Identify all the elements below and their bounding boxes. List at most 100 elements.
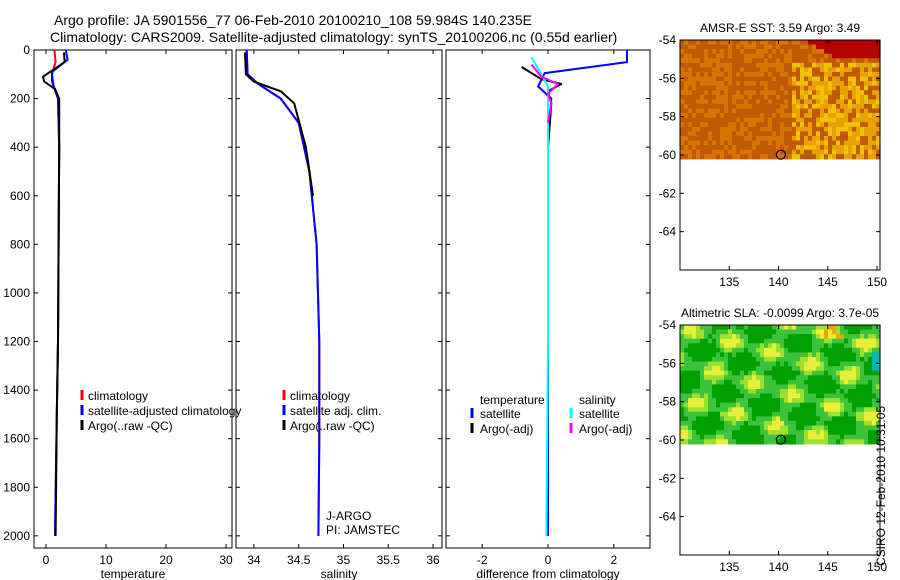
sst-field-cell: [784, 90, 789, 96]
sla-field-cell: [812, 352, 817, 358]
sla-field-cell: [768, 375, 773, 381]
sst-field-cell: [716, 99, 721, 105]
sst-field-cell: [784, 40, 789, 46]
sla-field-cell: [756, 420, 761, 427]
sst-field-cell: [760, 76, 765, 82]
sst-field-cell: [736, 76, 741, 82]
sst-field-cell: [748, 40, 753, 46]
sla-field-cell: [812, 334, 817, 340]
sst-field-cell: [788, 71, 793, 78]
sla-field-cell: [868, 370, 873, 376]
sst-field-cell: [720, 71, 725, 78]
sla-field-cell: [864, 430, 869, 436]
sla-field-cell: [696, 343, 701, 349]
sst-field-cell: [724, 76, 729, 82]
sla-field-cell: [748, 361, 753, 367]
sst-field-cell: [848, 76, 853, 82]
sst-field-cell: [872, 99, 877, 105]
sst-field-cell: [864, 99, 869, 105]
sst-field-cell: [716, 90, 721, 96]
sst-field-cell: [708, 76, 713, 82]
sst-field-cell: [780, 131, 785, 137]
sla-field-cell: [852, 388, 857, 395]
sla-field-cell: [740, 416, 745, 422]
sst-field-cell: [796, 108, 801, 114]
sla-field-cell: [832, 388, 837, 395]
sla-field-cell: [700, 366, 705, 372]
sst-field-cell: [856, 99, 861, 105]
sla-field-cell: [876, 343, 881, 349]
sst-field-cell: [868, 154, 873, 160]
sla-field-cell: [824, 393, 829, 399]
sst-field-cell: [684, 81, 689, 87]
sla-field-cell: [700, 430, 705, 436]
depth-tick-label: 1800: [3, 480, 30, 494]
sla-field-cell: [808, 384, 813, 390]
sst-field-cell: [796, 81, 801, 87]
sla-field-cell: [756, 352, 761, 358]
sla-field-cell: [800, 375, 805, 381]
sst-field-cell: [872, 117, 877, 123]
sst-field-cell: [816, 62, 821, 69]
sst-field-cell: [744, 76, 749, 82]
sla-field-cell: [812, 370, 817, 376]
sst-field-cell: [784, 49, 789, 55]
sst-field-cell: [688, 149, 693, 155]
sst-field-cell: [688, 53, 693, 59]
sst-field-cell: [848, 154, 853, 160]
sla-field-cell: [828, 425, 833, 431]
sla-field-cell: [776, 398, 781, 404]
sst-field-cell: [872, 135, 877, 142]
sst-field-cell: [796, 122, 801, 128]
sla-field-cell: [824, 338, 829, 344]
sst-field-cell: [832, 90, 837, 96]
sla-field-cell: [868, 407, 873, 413]
sst-field-cell: [780, 154, 785, 160]
sla-field-cell: [688, 434, 693, 440]
sst-field-cell: [776, 117, 781, 123]
sst-field-cell: [772, 76, 777, 82]
sla-field-cell: [780, 379, 785, 386]
sla-field-cell: [796, 402, 801, 408]
sst-field-cell: [724, 103, 729, 110]
sst-field-cell: [876, 135, 881, 142]
sla-field-cell: [832, 393, 837, 399]
sla-field-cell: [800, 325, 805, 331]
sst-field-cell: [780, 62, 785, 69]
sst-field-cell: [820, 81, 825, 87]
sst-field-cell: [724, 108, 729, 114]
sst-field-cell: [816, 44, 821, 50]
sst-field-cell: [700, 149, 705, 155]
sla-field-cell: [832, 430, 837, 436]
sla-field-cell: [744, 370, 749, 376]
sla-field-cell: [724, 338, 729, 344]
sst-field-cell: [764, 44, 769, 50]
sla-field-cell: [696, 398, 701, 404]
sla-field-cell: [860, 325, 865, 331]
sla-field-cell: [776, 402, 781, 408]
sla-field-cell: [800, 420, 805, 427]
sst-field-cell: [876, 103, 881, 110]
sst-field-cell: [684, 108, 689, 114]
sla-field-cell: [736, 325, 741, 331]
sst-field-cell: [804, 103, 809, 110]
sst-field-cell: [832, 117, 837, 123]
sla-field-cell: [684, 343, 689, 349]
sla-field-cell: [740, 388, 745, 395]
sst-field-cell: [748, 76, 753, 82]
sla-field-cell: [804, 420, 809, 427]
sla-field-cell: [808, 366, 813, 372]
sla-field-cell: [700, 388, 705, 395]
sst-field-cell: [756, 154, 761, 160]
sst-field-cell: [872, 40, 877, 46]
sla-field-cell: [828, 370, 833, 376]
sst-field-cell: [716, 71, 721, 78]
sst-field-cell: [792, 140, 797, 146]
sla-field-cell: [748, 420, 753, 427]
sst-field-cell: [760, 67, 765, 73]
sst-field-cell: [780, 76, 785, 82]
sla-field-cell: [748, 393, 753, 399]
sla-field-cell: [864, 379, 869, 386]
sla-field-cell: [748, 329, 753, 335]
sla-field-cell: [756, 416, 761, 422]
